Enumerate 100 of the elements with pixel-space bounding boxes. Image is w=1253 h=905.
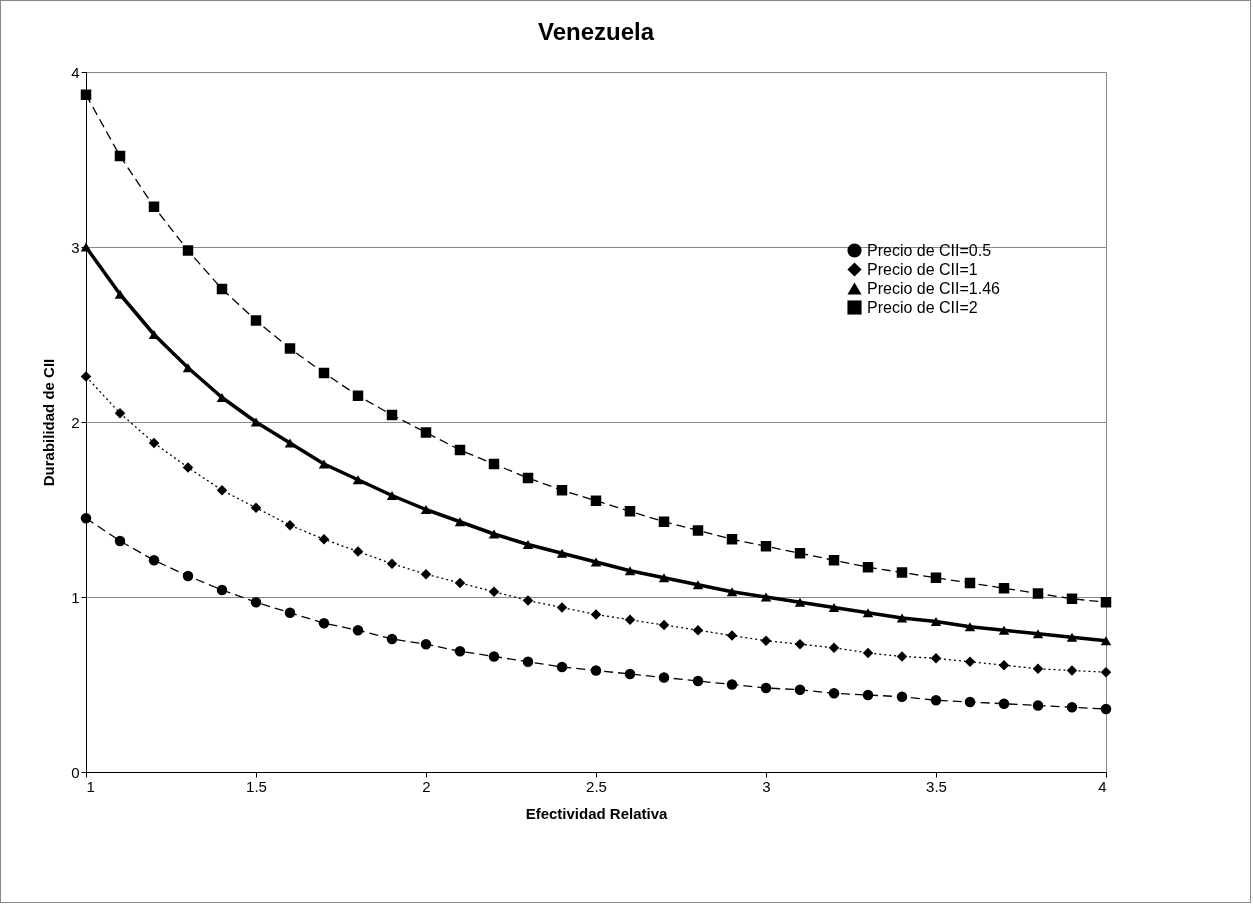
y-tick-label: 0 [71,763,80,781]
y-tick-label: 1 [71,588,80,606]
point [216,485,228,496]
point [896,613,908,623]
point [80,242,92,252]
point [420,427,432,438]
chart-title: Venezuela [537,18,655,45]
y-tick-label: 4 [71,63,80,81]
legend-label: Precio de CII=1.46 [867,279,1001,297]
point [420,639,432,650]
point [590,557,602,567]
point [760,635,772,646]
x-tick-label: 4 [1098,777,1107,795]
point [284,520,296,531]
point [250,417,262,427]
point [284,343,296,354]
point [998,625,1010,635]
point [80,371,92,382]
point [828,555,840,566]
point [454,517,466,527]
point [1100,597,1112,608]
point [386,558,398,569]
point [182,245,194,256]
point [726,630,738,641]
point [522,656,534,667]
point [522,472,534,484]
point [250,315,262,326]
point [760,682,772,694]
point [862,647,874,659]
point [1032,663,1044,674]
point [624,614,636,625]
point [454,646,466,657]
y-tick-label: 2 [71,413,80,431]
point [1032,629,1044,639]
point [1066,702,1078,713]
point [726,587,738,597]
point [352,546,364,557]
point [1066,632,1078,642]
point [488,458,500,470]
point [964,696,976,708]
point [114,535,126,547]
point [488,586,500,597]
point [454,577,466,589]
point [828,688,840,699]
point [454,444,466,456]
point [318,459,330,469]
point [386,490,398,501]
point [114,289,126,299]
y-tick-label: 3 [71,238,80,256]
point [1100,636,1112,646]
point [964,656,976,667]
point [624,566,636,576]
point [488,529,500,539]
point [1032,588,1044,599]
point [590,665,602,676]
point [726,679,738,690]
point [794,684,806,695]
point [760,541,772,552]
point [318,534,330,545]
point [1066,665,1078,676]
point [658,619,670,631]
x-tick-label: 1.5 [246,777,267,795]
point [216,283,228,295]
x-tick-label: 2.5 [586,777,607,795]
point [556,548,568,558]
point [1032,700,1044,711]
legend-label: Precio de CII=1 [867,260,978,278]
point [794,597,806,607]
x-tick-label: 1 [86,777,95,795]
point [964,577,976,589]
point [80,89,92,100]
point [318,618,330,629]
y-axis-title: Durabilidad de CII [40,358,58,487]
point [1066,593,1078,604]
point [930,695,942,706]
point [692,580,704,590]
point [1100,667,1112,678]
point [590,609,602,620]
legend-label: Precio de CII=0.5 [867,241,992,259]
point [930,572,942,583]
point [998,660,1010,671]
point [114,150,126,162]
x-tick-label: 3 [762,777,771,795]
point [828,642,840,653]
point [148,201,160,212]
point [726,534,738,545]
point [386,409,398,421]
point [760,592,772,602]
point [862,608,874,618]
point [692,625,704,636]
point [998,583,1010,594]
point [352,390,364,401]
point [896,651,908,662]
x-tick-label: 3.5 [926,777,947,795]
point [862,562,874,573]
point [794,548,806,559]
point [318,367,330,379]
point [658,573,670,583]
point [556,485,568,496]
point [1100,703,1112,715]
